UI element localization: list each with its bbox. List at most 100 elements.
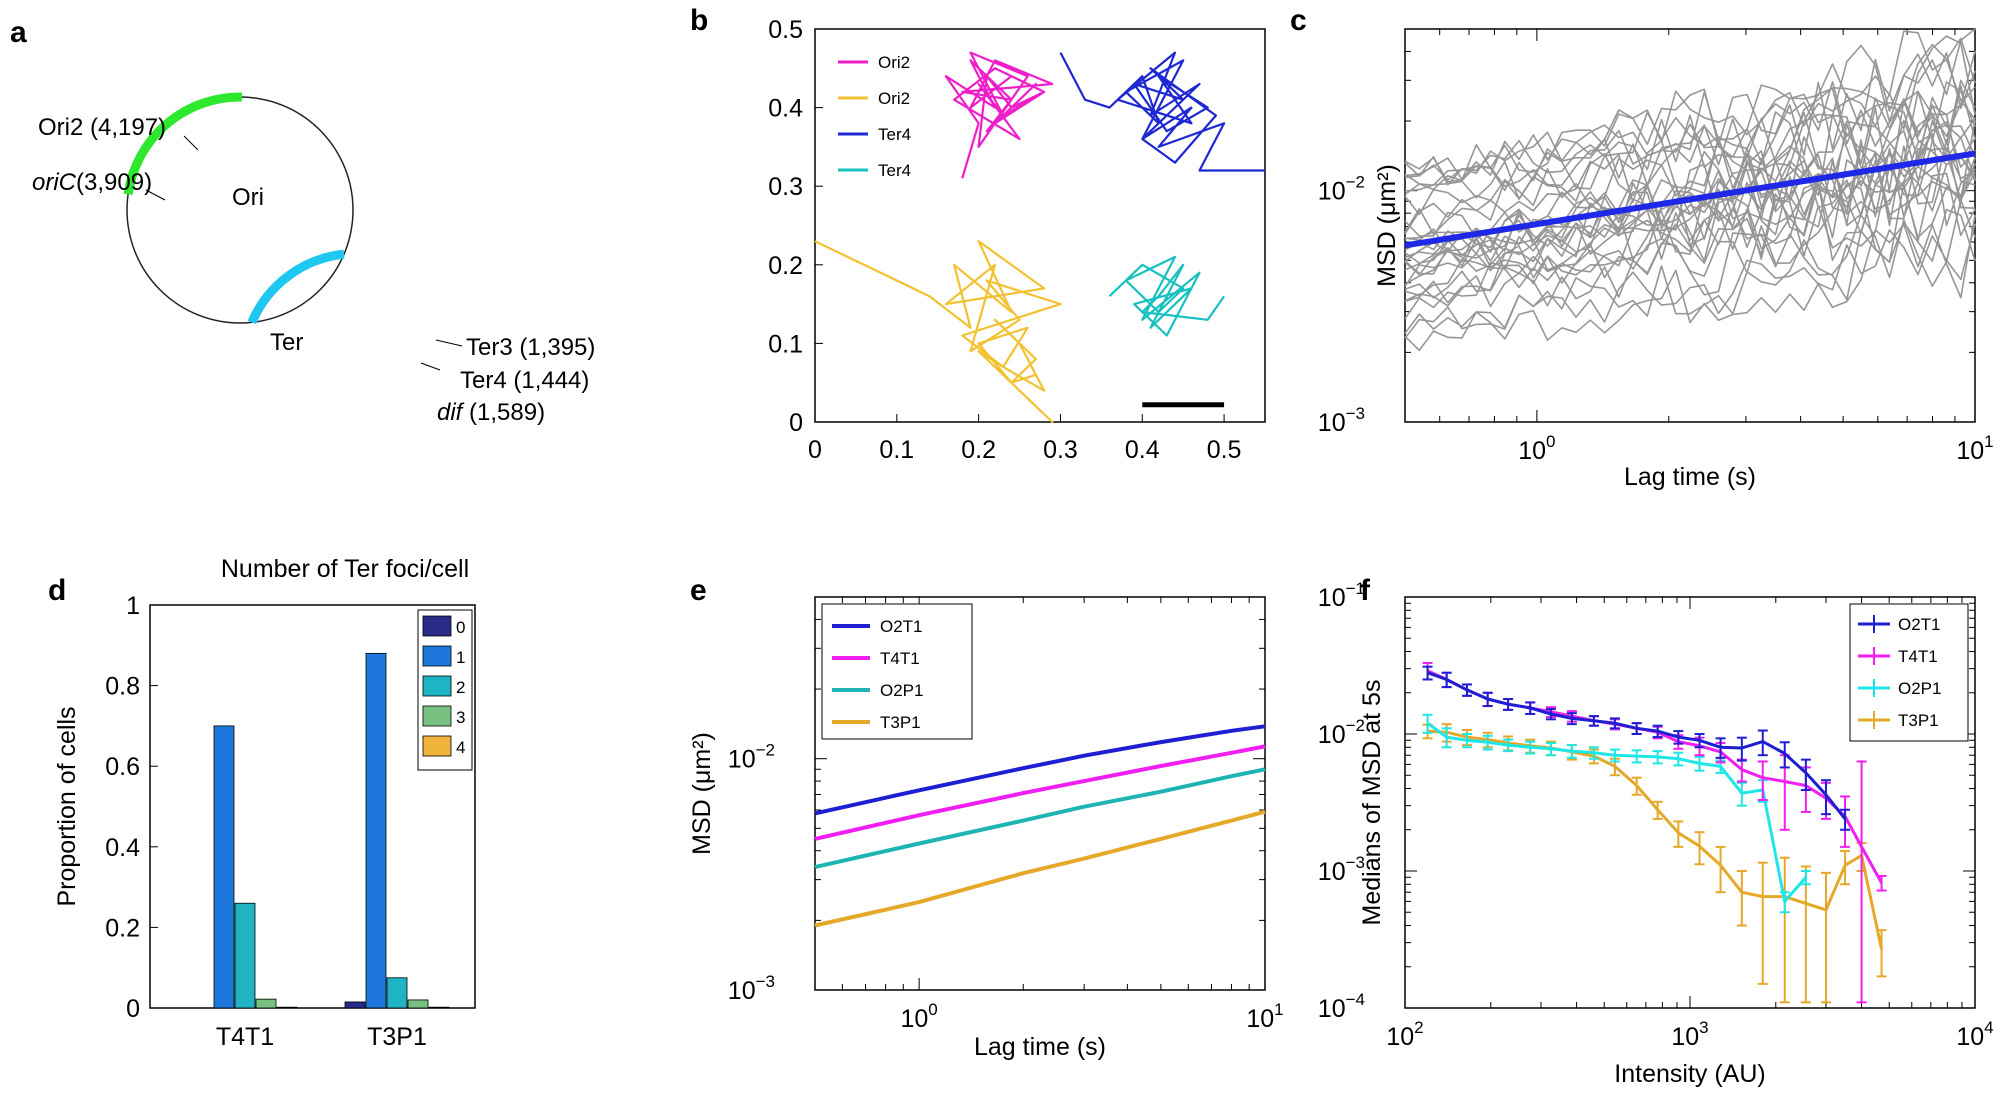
y-tick-label: 0.6 <box>105 753 140 781</box>
legend-label: O2P1 <box>1898 679 1941 698</box>
y-tick-label-base: 10 <box>1318 721 1346 749</box>
panel-d-frame <box>149 604 476 1009</box>
x-tick-label-exp: 3 <box>1699 1018 1708 1037</box>
msd-track <box>1404 139 1976 240</box>
msd-track <box>1404 81 1976 285</box>
legend-label: Ter4 <box>878 161 911 180</box>
y-tick-label-exp: −2 <box>756 741 775 760</box>
median-line-o2p1 <box>1426 721 1808 903</box>
trajectory-ori2-0 <box>944 51 1054 179</box>
x-tick-label: 100 <box>900 1000 937 1033</box>
y-tick-label: 0.8 <box>105 673 140 701</box>
msd-line-t4t1 <box>814 744 1266 841</box>
ori-region-label: Ori <box>232 184 264 211</box>
legend-label: Ter4 <box>878 125 911 144</box>
x-tick-label: 101 <box>1956 432 1993 465</box>
y-tick-label: 10−4 <box>1318 990 1365 1023</box>
legend-box <box>1849 603 1969 742</box>
y-tick-label-exp: −2 <box>1346 173 1365 192</box>
x-tick-label: 0.4 <box>1125 436 1160 464</box>
mean-msd-line <box>1404 150 1976 249</box>
y-tick-label-exp: −1 <box>1346 579 1365 598</box>
y-axis-label: MSD (μm²) <box>688 732 716 855</box>
x-tick-label-base: 10 <box>1671 1023 1699 1051</box>
trajectory-ori2-1 <box>814 240 1062 424</box>
panel-label-f: f <box>1360 574 1371 607</box>
legend-swatch <box>422 705 452 727</box>
panel-label-c: c <box>1290 4 1307 37</box>
y-tick-label: 0.3 <box>768 173 803 201</box>
legend-swatch <box>422 735 452 757</box>
bar-t3p1-4 <box>428 1006 450 1009</box>
panel-label-d: d <box>48 574 66 607</box>
locus-label: Ter4 (1,444) <box>460 367 589 394</box>
y-tick-label: 10−2 <box>728 741 775 774</box>
x-tick-label: 0 <box>808 436 822 464</box>
y-tick-label-exp: −4 <box>1346 990 1365 1009</box>
y-tick-label: 0.4 <box>105 834 140 862</box>
locus-label-text: (1,589) <box>462 399 545 426</box>
x-axis-label: Lag time (s) <box>1624 463 1756 491</box>
ter-region-arc <box>247 249 345 325</box>
msd-track <box>1404 172 1976 275</box>
msd-track <box>1404 157 1976 271</box>
x-tick-label-base: 10 <box>900 1005 928 1033</box>
msd-track <box>1404 113 1976 320</box>
x-tick-label-exp: 0 <box>1546 432 1555 451</box>
x-tick-label-base: 10 <box>1956 437 1984 465</box>
median-line-o2t1 <box>1427 671 1847 820</box>
msd-track <box>1404 52 1976 200</box>
panel-label-e: e <box>690 574 707 607</box>
x-tick-label-exp: 1 <box>1274 1000 1283 1019</box>
median-line-t3p1 <box>1427 729 1883 950</box>
locus-leader <box>435 339 463 347</box>
bar-t4t1-3 <box>255 998 277 1009</box>
x-tick-label: 100 <box>1518 432 1555 465</box>
locus-label-text: Ter4 (1,444) <box>460 367 589 394</box>
y-tick-label: 10−3 <box>1318 404 1365 437</box>
x-axis-label: Lag time (s) <box>974 1033 1106 1061</box>
y-tick-label-exp: −2 <box>1346 716 1365 735</box>
x-tick-label-base: 10 <box>1246 1005 1274 1033</box>
bar-t4t1-4 <box>276 1006 298 1009</box>
y-axis-label: Proportion of cells <box>53 706 81 906</box>
x-tick-label: 0.2 <box>961 436 996 464</box>
chart-title: Number of Ter foci/cell <box>221 555 469 583</box>
x-tick-label: 102 <box>1386 1018 1423 1051</box>
y-tick-label: 0.2 <box>768 252 803 280</box>
y-tick-label-base: 10 <box>728 746 756 774</box>
x-tick-label: 101 <box>1246 1000 1283 1033</box>
locus-leader <box>420 362 441 371</box>
legend-label: 0 <box>456 618 465 637</box>
x-tick-label: 104 <box>1956 1018 1993 1051</box>
locus-leader <box>183 135 199 151</box>
y-tick-label: 0.2 <box>105 914 140 942</box>
y-tick-label: 0 <box>789 409 803 437</box>
legend-label: 2 <box>456 678 465 697</box>
y-tick-label-base: 10 <box>1318 995 1346 1023</box>
locus-label-text: Ter3 (1,395) <box>466 334 595 361</box>
panel-label-a: a <box>10 16 27 49</box>
legend-label: 4 <box>456 738 465 757</box>
legend-label: 1 <box>456 648 465 667</box>
msd-track <box>1404 86 1976 235</box>
y-tick-label: 0 <box>126 995 140 1023</box>
x-tick-label-base: 10 <box>1518 437 1546 465</box>
locus-label: Ori2 (4,197) <box>38 114 166 141</box>
legend-swatch <box>422 675 452 697</box>
msd-track <box>1404 85 1976 196</box>
y-tick-label: 10−2 <box>1318 173 1365 206</box>
ori-region-arc <box>123 92 243 195</box>
locus-label: dif (1,589) <box>437 399 545 426</box>
panel-label-b: b <box>690 4 708 37</box>
bar-t3p1-3 <box>407 999 429 1009</box>
y-tick-label-exp: −3 <box>1346 853 1365 872</box>
y-tick-label-base: 10 <box>1318 178 1346 206</box>
y-tick-label: 10−3 <box>1318 853 1365 886</box>
y-axis-label: MSD (μm²) <box>1373 164 1401 287</box>
legend-label: 3 <box>456 708 465 727</box>
panel-b-frame <box>814 28 1266 423</box>
legend-label: O2T1 <box>880 617 923 636</box>
legend-label: T4T1 <box>1898 647 1938 666</box>
msd-track <box>1404 87 1976 191</box>
